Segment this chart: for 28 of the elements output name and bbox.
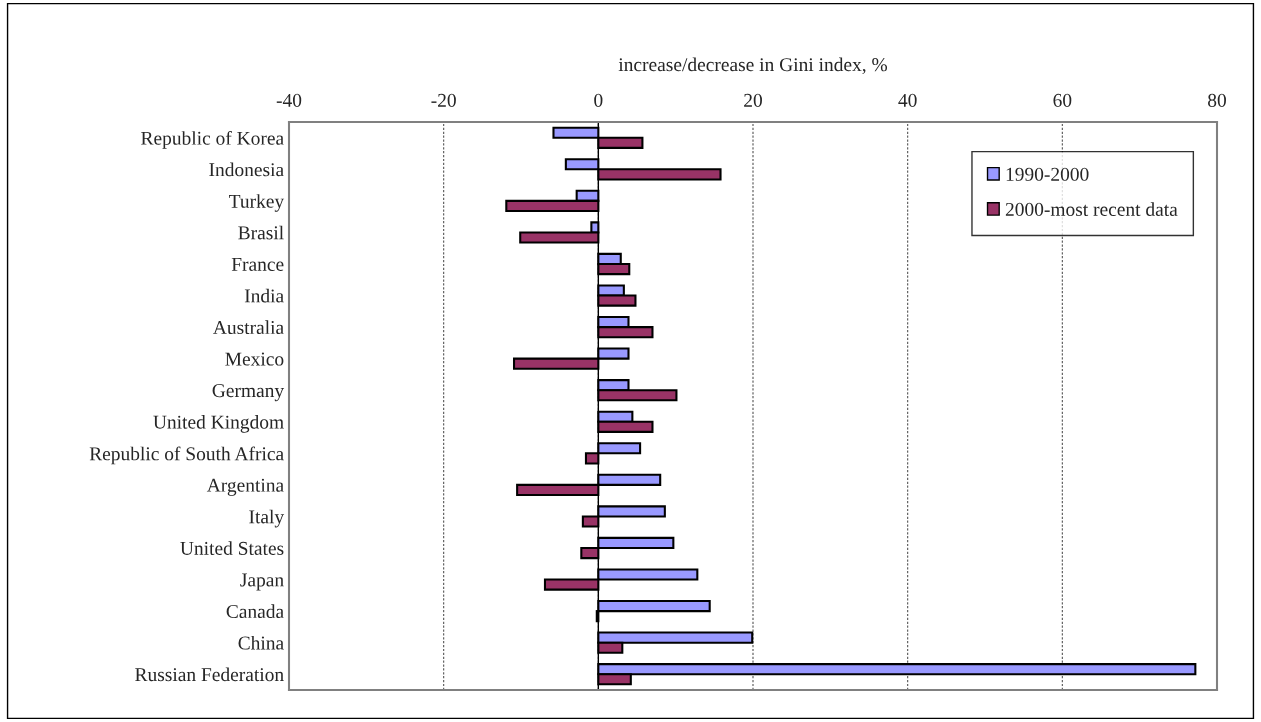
y-tick-label: Canada (226, 604, 284, 619)
x-tick-label: 20 (744, 93, 762, 107)
y-tick-label: Mexico (225, 352, 284, 366)
y-tick-label: Brasil (238, 225, 284, 240)
y-tick-label: United States (180, 541, 284, 555)
y-tick-label: Republic of South Africa (89, 446, 284, 465)
y-tick-label: China (238, 635, 284, 650)
y-tick-label: France (231, 258, 284, 271)
x-tick-label: 0 (594, 93, 603, 107)
y-tick-label: Indonesia (209, 162, 284, 177)
x-tick-label: -40 (276, 93, 302, 107)
x-tick-label: -20 (431, 93, 456, 107)
x-tick-label: 60 (1053, 93, 1072, 107)
x-tick-label: 40 (898, 93, 917, 107)
y-tick-label: Russian Federation (135, 667, 284, 682)
y-tick-label: Australia (213, 320, 284, 335)
y-tick-label: Italy (249, 509, 285, 528)
y-tick-label: Turkey (229, 194, 285, 212)
y-tick-label: Japan (240, 573, 284, 591)
y-tick-label: India (244, 288, 284, 303)
legend-label: 2000-most recent data (1005, 202, 1178, 216)
y-tick-label: Germany (212, 384, 285, 402)
x-tick-label: 80 (1208, 93, 1226, 107)
y-tick-label: Argentina (206, 478, 284, 496)
y-tick-label: Republic of Korea (141, 130, 284, 149)
legend-label: 1990-2000 (1006, 167, 1089, 181)
y-tick-label: United Kingdom (153, 415, 284, 433)
x-axis-title: increase/decrease in Gini index, % (618, 57, 888, 75)
